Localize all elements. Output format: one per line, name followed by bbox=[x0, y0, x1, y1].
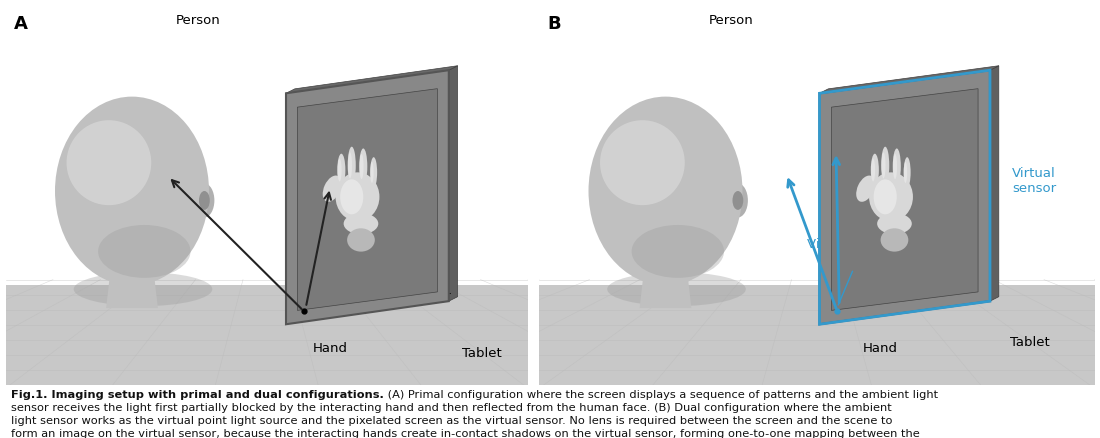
Polygon shape bbox=[990, 67, 999, 301]
Ellipse shape bbox=[199, 191, 210, 210]
Ellipse shape bbox=[588, 97, 742, 286]
Ellipse shape bbox=[607, 272, 746, 307]
Polygon shape bbox=[286, 71, 449, 325]
Ellipse shape bbox=[856, 176, 875, 202]
Text: A: A bbox=[14, 15, 29, 33]
Text: form an image on the virtual sensor, because the interacting hands create in-con: form an image on the virtual sensor, bec… bbox=[11, 428, 920, 438]
Ellipse shape bbox=[733, 191, 744, 210]
Ellipse shape bbox=[348, 229, 375, 252]
Polygon shape bbox=[820, 71, 990, 325]
Text: Hand: Hand bbox=[312, 341, 348, 354]
Text: Hand: Hand bbox=[862, 341, 898, 354]
Ellipse shape bbox=[74, 272, 212, 307]
Text: Person: Person bbox=[176, 14, 220, 27]
Bar bbox=[539, 286, 1094, 385]
Ellipse shape bbox=[877, 214, 912, 235]
Ellipse shape bbox=[873, 180, 896, 215]
Text: Fig.1. Imaging setup with primal and dual configurations.: Fig.1. Imaging setup with primal and dua… bbox=[11, 389, 384, 399]
Ellipse shape bbox=[893, 149, 901, 185]
Ellipse shape bbox=[631, 226, 724, 278]
Ellipse shape bbox=[881, 229, 909, 252]
Ellipse shape bbox=[360, 149, 367, 185]
Polygon shape bbox=[449, 67, 458, 301]
Ellipse shape bbox=[871, 154, 879, 187]
Ellipse shape bbox=[338, 159, 342, 182]
Ellipse shape bbox=[904, 158, 911, 188]
Text: Person: Person bbox=[710, 14, 754, 27]
Polygon shape bbox=[820, 67, 999, 94]
Ellipse shape bbox=[338, 154, 345, 187]
Text: Virtual light source: Virtual light source bbox=[807, 237, 933, 250]
Bar bbox=[6, 286, 528, 385]
Polygon shape bbox=[297, 89, 438, 311]
Ellipse shape bbox=[55, 97, 209, 286]
Ellipse shape bbox=[66, 121, 152, 206]
Ellipse shape bbox=[343, 214, 378, 235]
Polygon shape bbox=[106, 271, 158, 308]
Polygon shape bbox=[286, 67, 458, 94]
Text: Tablet: Tablet bbox=[462, 346, 502, 360]
Ellipse shape bbox=[322, 176, 341, 202]
Ellipse shape bbox=[336, 173, 380, 222]
Text: sensor receives the light first partially blocked by the interacting hand and th: sensor receives the light first partiall… bbox=[11, 402, 892, 412]
Ellipse shape bbox=[360, 155, 364, 180]
Ellipse shape bbox=[348, 147, 355, 184]
Ellipse shape bbox=[340, 180, 363, 215]
Ellipse shape bbox=[881, 153, 886, 179]
Ellipse shape bbox=[371, 162, 374, 184]
Ellipse shape bbox=[869, 173, 913, 222]
Ellipse shape bbox=[371, 158, 377, 188]
Polygon shape bbox=[639, 271, 692, 308]
Text: (A) Primal configuration where the screen displays a sequence of patterns and th: (A) Primal configuration where the scree… bbox=[384, 389, 938, 399]
Ellipse shape bbox=[893, 155, 898, 180]
Ellipse shape bbox=[871, 159, 876, 182]
Polygon shape bbox=[832, 89, 978, 311]
Text: light sensor works as the virtual point light source and the pixelated screen as: light sensor works as the virtual point … bbox=[11, 415, 892, 425]
Ellipse shape bbox=[195, 184, 214, 218]
Ellipse shape bbox=[728, 184, 748, 218]
Text: Virtual
sensor: Virtual sensor bbox=[1012, 166, 1056, 194]
Ellipse shape bbox=[881, 147, 889, 184]
Text: B: B bbox=[548, 15, 561, 33]
Ellipse shape bbox=[601, 121, 684, 206]
Text: Ambient light sensor: Ambient light sensor bbox=[312, 290, 451, 302]
Text: Tablet: Tablet bbox=[1010, 336, 1049, 349]
Ellipse shape bbox=[98, 226, 190, 278]
Ellipse shape bbox=[348, 153, 352, 179]
Ellipse shape bbox=[904, 162, 907, 184]
